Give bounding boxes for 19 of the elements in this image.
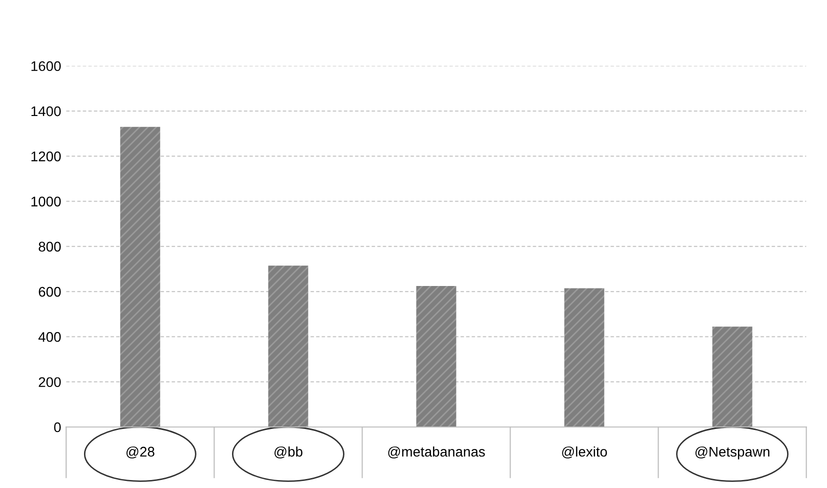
- y-tick-label: 600: [38, 286, 61, 297]
- y-tick-label: 1600: [31, 61, 61, 72]
- y-tick-label: 0: [54, 422, 61, 432]
- y-tick-label: 1400: [31, 106, 61, 116]
- x-tick-label: @metabananas: [388, 446, 485, 458]
- bar: [268, 266, 308, 427]
- x-tick-label: @lexito: [562, 446, 607, 458]
- x-tick-label: @Netspawn: [695, 446, 770, 460]
- x-tick-label: @28: [126, 446, 154, 458]
- bar: [712, 326, 752, 427]
- y-tick-label: 1200: [31, 151, 61, 162]
- bar: [120, 126, 160, 427]
- bar: [564, 288, 604, 427]
- bar: [416, 286, 456, 427]
- x-tick-label: @bb: [274, 446, 302, 458]
- y-tick-label: 1000: [31, 196, 61, 206]
- y-tick-label: 400: [38, 332, 61, 342]
- y-tick-label: 200: [38, 377, 61, 388]
- y-tick-label: 800: [38, 242, 61, 252]
